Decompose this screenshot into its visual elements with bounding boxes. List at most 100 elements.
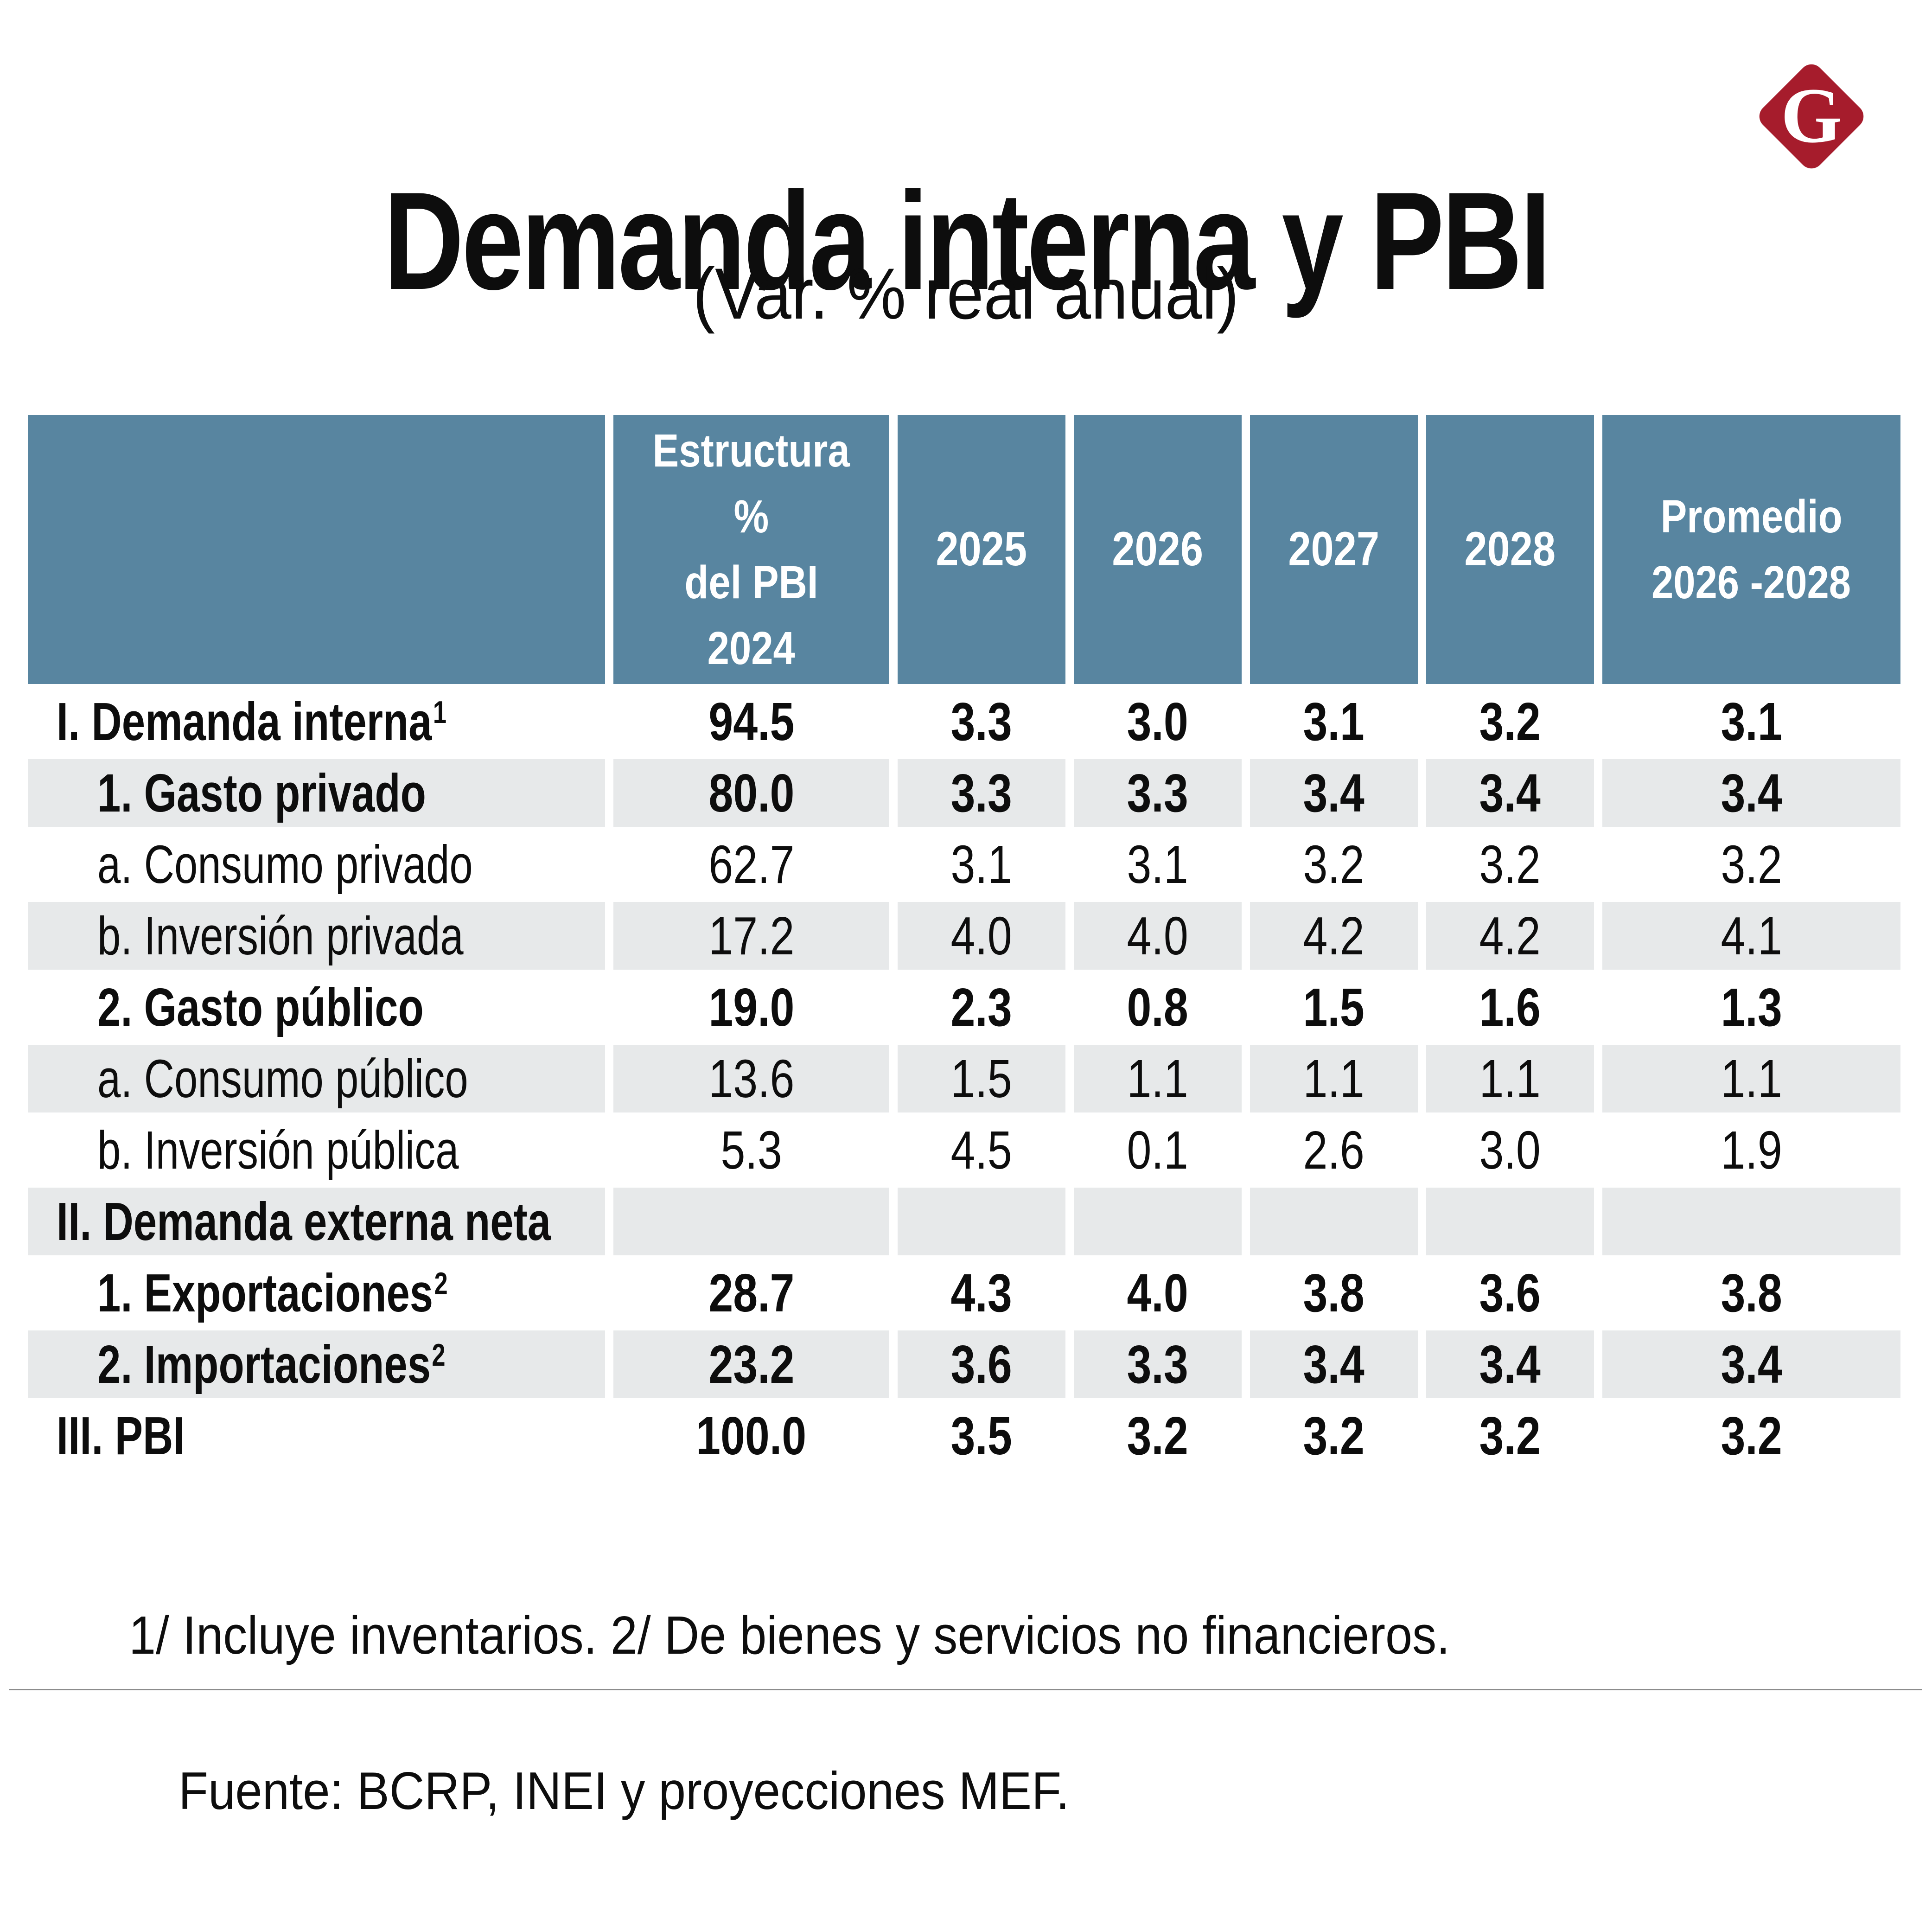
cell-value: 1.5: [898, 1045, 1065, 1112]
source-credit: Fuente: BCRP, INEI y proyecciones MEF.: [179, 1762, 1070, 1821]
cell-value: 3.4: [1426, 759, 1594, 827]
cell-value: 3.2: [1479, 834, 1541, 895]
cell-value: 3.3: [898, 759, 1065, 827]
divider-line: [9, 1689, 1922, 1690]
cell-value: 1.5: [1303, 977, 1365, 1037]
cell-value: 1.9: [1721, 1120, 1782, 1180]
cell-value: 3.8: [1721, 1263, 1782, 1323]
column-header-promedio: Promedio 2026 -2028: [1602, 415, 1900, 684]
cell-value: [1426, 1188, 1594, 1255]
cell-value: 3.4: [1426, 1330, 1594, 1398]
cell-value: 1.1: [1602, 1045, 1900, 1112]
cell-value: 3.4: [1250, 1330, 1418, 1398]
cell-value: 3.6: [1479, 1263, 1541, 1323]
cell-value: 3.1: [1303, 691, 1365, 752]
cell-value: [1074, 1188, 1242, 1255]
cell-value: 3.0: [1127, 691, 1189, 752]
cell-value: 4.2: [1426, 902, 1594, 970]
cell-value: 3.2: [1303, 1406, 1365, 1466]
cell-value: 3.0: [1479, 1120, 1541, 1180]
cell-value: 2.3: [950, 977, 1013, 1037]
cell-value: 4.1: [1602, 902, 1900, 970]
logo-letter: G: [1780, 71, 1843, 159]
cell-value: [1250, 1188, 1418, 1255]
row-label: II. Demanda externa neta: [28, 1188, 605, 1255]
gestion-logo: G: [1754, 59, 1869, 174]
cell-value: 3.2: [1721, 834, 1782, 895]
cell-value: 62.7: [708, 834, 795, 895]
cell-value: 80.0: [613, 759, 889, 827]
header-line: 2024: [707, 622, 796, 674]
header-line: Promedio: [1660, 491, 1843, 543]
cell-value: [1602, 1188, 1900, 1255]
cell-value: 3.2: [1721, 1406, 1782, 1466]
cell-value: 3.3: [1074, 1330, 1242, 1398]
cell-value: 100.0: [696, 1406, 807, 1466]
cell-value: [613, 1188, 889, 1255]
cell-value: 0.1: [1127, 1120, 1189, 1180]
row-label: 1. Exportaciones2: [97, 1263, 448, 1323]
column-header-2028: 2028: [1426, 415, 1594, 684]
row-label: b. Inversión privada: [28, 902, 605, 970]
cell-value: 17.2: [613, 902, 889, 970]
cell-value: 3.4: [1250, 759, 1418, 827]
table-corner-cell: [28, 415, 605, 684]
cell-value: 94.5: [708, 691, 795, 752]
cell-value: 4.2: [1250, 902, 1418, 970]
row-label: I. Demanda interna1: [57, 691, 447, 752]
cell-value: 4.0: [898, 902, 1065, 970]
cell-value: 28.7: [708, 1263, 795, 1323]
row-label: III. PBI: [57, 1406, 185, 1466]
cell-value: 3.3: [950, 691, 1013, 752]
column-header-2025: 2025: [898, 415, 1065, 684]
header-line: del PBI: [684, 556, 818, 608]
footnote-marker: 2: [434, 1266, 448, 1301]
cell-value: 4.0: [1127, 1263, 1189, 1323]
cell-value: 1.1: [1426, 1045, 1594, 1112]
cell-value: 4.3: [950, 1263, 1013, 1323]
cell-value: 1.3: [1721, 977, 1782, 1037]
cell-value: 3.8: [1303, 1263, 1365, 1323]
row-label: b. Inversión pública: [97, 1120, 459, 1180]
cell-value: 3.6: [898, 1330, 1065, 1398]
header-line: Estructura: [652, 425, 850, 477]
cell-value: 3.2: [1303, 834, 1365, 895]
footnote: 1/ Incluye inventarios. 2/ De bienes y s…: [129, 1605, 1450, 1665]
column-header-estructura: Estructura % del PBI 2024: [613, 415, 889, 684]
footnote-marker: 1: [433, 695, 447, 730]
header-line: %: [733, 491, 769, 543]
cell-value: 3.1: [1127, 834, 1189, 895]
page-title: Demanda interna y PBI: [383, 163, 1551, 319]
cell-value: 23.2: [613, 1330, 889, 1398]
cell-value: 3.3: [1074, 759, 1242, 827]
column-header-2026: 2026: [1074, 415, 1242, 684]
cell-value: 1.6: [1479, 977, 1541, 1037]
cell-value: 4.0: [1074, 902, 1242, 970]
cell-value: 3.1: [1721, 691, 1782, 752]
footnote-marker: 2: [432, 1338, 446, 1373]
row-label: 2. Gasto público: [97, 977, 424, 1037]
page-subtitle: (Var. % real anual): [693, 254, 1239, 334]
data-table: Estructura % del PBI 2024 2025 2026 2027…: [28, 415, 1900, 1470]
column-header-2027: 2027: [1250, 415, 1418, 684]
cell-value: 2.6: [1303, 1120, 1365, 1180]
row-label: 2. Importaciones2: [28, 1330, 605, 1398]
cell-value: 3.2: [1479, 691, 1541, 752]
row-label: a. Consumo público: [28, 1045, 605, 1112]
row-label: a. Consumo privado: [97, 834, 473, 895]
row-label: 1. Gasto privado: [28, 759, 605, 827]
cell-value: 3.2: [1479, 1406, 1541, 1466]
cell-value: 1.1: [1250, 1045, 1418, 1112]
cell-value: 3.4: [1602, 759, 1900, 827]
cell-value: 4.5: [950, 1120, 1013, 1180]
cell-value: 3.1: [950, 834, 1013, 895]
cell-value: 19.0: [708, 977, 795, 1037]
header-line: 2026 -2028: [1651, 556, 1851, 608]
cell-value: 5.3: [721, 1120, 782, 1180]
cell-value: 3.4: [1602, 1330, 1900, 1398]
cell-value: 3.5: [950, 1406, 1013, 1466]
cell-value: 0.8: [1127, 977, 1189, 1037]
cell-value: [898, 1188, 1065, 1255]
cell-value: 1.1: [1074, 1045, 1242, 1112]
